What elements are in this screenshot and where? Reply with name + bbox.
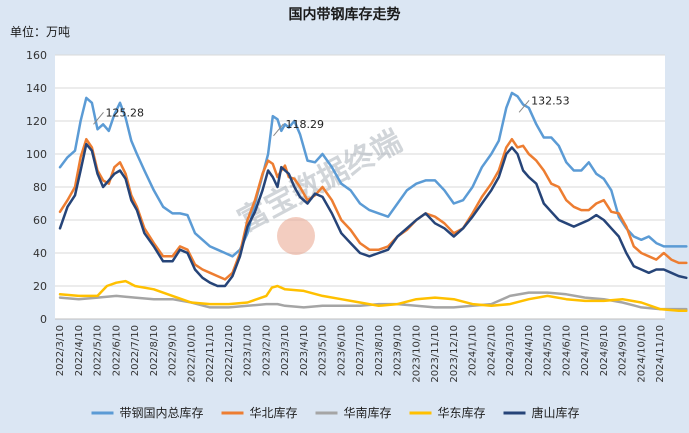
chart-title: 国内带钢库存走势	[289, 6, 401, 23]
watermark-logo-icon	[277, 217, 315, 255]
series-line-1	[58, 137, 688, 281]
annotations: 125.28 118.29 132.53	[93, 94, 570, 137]
series-lines	[58, 91, 688, 313]
x-tick-label: 2022/4/10	[74, 325, 85, 376]
y-axis-ticks: 0 20 40 60 80 100 120 140 160	[26, 49, 47, 326]
y-tick-label: 100	[26, 148, 47, 161]
annotation-leader	[518, 100, 530, 113]
legend: 带钢国内总库存 华北库存 华南库存 华东库存 唐山库存	[91, 405, 580, 420]
annotation-label-2: 132.53	[531, 94, 570, 107]
legend-label-2: 华南库存	[344, 405, 392, 420]
x-tick-label: 2024/1/10	[468, 325, 479, 376]
x-tick-label: 2024/11/10	[655, 325, 666, 383]
x-tick-label: 2023/11/10	[430, 325, 441, 383]
x-tick-label: 2023/12/10	[449, 325, 460, 383]
x-tick-label: 2022/12/10	[224, 325, 235, 383]
legend-label-0: 带钢国内总库存	[120, 405, 204, 420]
y-tick-label: 160	[26, 49, 47, 62]
x-tick-label: 2024/5/10	[543, 325, 554, 376]
y-tick-label: 60	[33, 214, 47, 227]
x-tick-label: 2023/1/10	[243, 325, 254, 376]
x-tick-label: 2024/7/10	[580, 325, 591, 376]
x-tick-label: 2023/8/10	[374, 325, 385, 376]
x-tick-label: 2023/6/10	[336, 325, 347, 376]
x-tick-label: 2022/7/10	[130, 325, 141, 376]
y-tick-label: 20	[33, 280, 47, 293]
series-line-4	[58, 142, 688, 288]
legend-label-4: 唐山库存	[532, 405, 580, 420]
x-tick-label: 2022/9/10	[168, 325, 179, 376]
x-tick-label: 2023/10/10	[411, 325, 422, 383]
x-tick-label: 2024/10/10	[636, 325, 647, 383]
y-tick-label: 140	[26, 82, 47, 95]
x-tick-label: 2022/11/10	[205, 325, 216, 383]
x-tick-label: 2024/9/10	[618, 325, 629, 376]
x-tick-label: 2024/6/10	[561, 325, 572, 376]
x-tick-label: 2023/4/10	[299, 325, 310, 376]
x-tick-label: 2022/8/10	[149, 325, 160, 376]
x-tick-label: 2024/2/10	[486, 325, 497, 376]
x-tick-label: 2023/5/10	[318, 325, 329, 376]
y-tick-label: 0	[40, 313, 47, 326]
unit-label: 单位：万吨	[10, 24, 70, 39]
series-line-0	[58, 91, 688, 258]
y-tick-label: 120	[26, 115, 47, 128]
annotation-label-0: 125.28	[106, 106, 145, 119]
y-tick-label: 40	[33, 247, 47, 260]
x-tick-label: 2024/8/10	[599, 325, 610, 376]
annotation-leader	[93, 111, 104, 125]
x-tick-label: 2023/9/10	[393, 325, 404, 376]
x-tick-label: 2023/2/10	[261, 325, 272, 376]
x-tick-label: 2024/4/10	[524, 325, 535, 376]
annotation-leader	[273, 123, 284, 137]
x-tick-label: 2023/7/10	[355, 325, 366, 376]
x-tick-label: 2023/3/10	[280, 325, 291, 376]
x-tick-label: 2022/5/10	[93, 325, 104, 376]
annotation-label-1: 118.29	[286, 118, 325, 131]
y-tick-label: 80	[33, 181, 47, 194]
x-tick-label: 2022/3/10	[55, 325, 66, 376]
x-axis-ticks: 2022/3/10 2022/4/10 2022/5/10 2022/6/10 2022…	[55, 325, 666, 383]
series-line-3	[58, 279, 688, 313]
x-tick-label: 2024/3/10	[505, 325, 516, 376]
legend-label-3: 华东库存	[438, 405, 486, 420]
x-tick-label: 2022/6/10	[111, 325, 122, 376]
x-tick-label: 2022/10/10	[186, 325, 197, 383]
legend-label-1: 华北库存	[250, 405, 298, 420]
